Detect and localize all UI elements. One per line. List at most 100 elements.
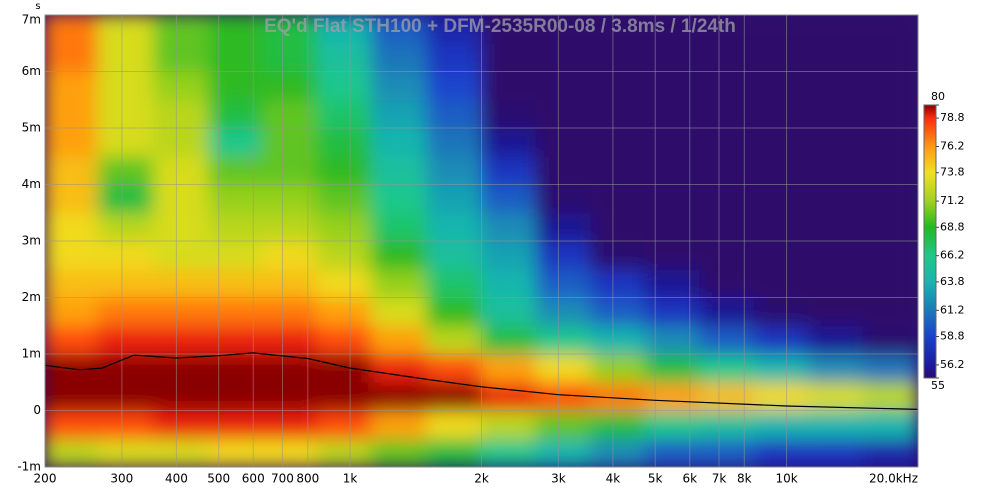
heat-cell bbox=[590, 212, 646, 242]
heat-cell bbox=[97, 212, 155, 242]
x-tick-label: 300 bbox=[110, 472, 133, 486]
heat-cell bbox=[153, 438, 210, 467]
y-tick-label: 0 bbox=[33, 403, 41, 417]
heat-cell bbox=[862, 410, 918, 440]
heat-cell bbox=[97, 127, 155, 157]
heat-cell bbox=[644, 127, 701, 157]
heat-cell bbox=[862, 184, 918, 214]
heat-cell bbox=[153, 127, 210, 157]
heat-cell bbox=[753, 325, 809, 355]
heat-cell bbox=[45, 325, 99, 355]
y-unit: s bbox=[35, 1, 40, 12]
heat-cell bbox=[644, 99, 701, 129]
y-tick-label: 3m bbox=[22, 234, 41, 248]
heat-cell bbox=[753, 297, 809, 327]
heat-cell bbox=[535, 240, 592, 270]
heat-cell bbox=[699, 42, 755, 72]
heat-cell bbox=[208, 410, 264, 440]
heat-cell bbox=[481, 155, 537, 185]
heat-cell bbox=[208, 438, 264, 467]
heat-cell bbox=[97, 15, 155, 44]
heat-cell bbox=[481, 15, 537, 44]
heatmap bbox=[45, 15, 918, 467]
heat-cell bbox=[262, 438, 318, 467]
heat-cell bbox=[97, 268, 155, 298]
heat-cell bbox=[153, 15, 210, 44]
heat-cell bbox=[862, 127, 918, 157]
heat-cell bbox=[807, 184, 864, 214]
heat-cell bbox=[807, 15, 864, 44]
heat-cell bbox=[208, 381, 264, 411]
x-tick-label: 600 bbox=[242, 472, 265, 486]
heat-cell bbox=[753, 127, 809, 157]
heat-cell bbox=[371, 240, 428, 270]
heat-cell bbox=[481, 268, 537, 298]
heat-cell bbox=[753, 353, 809, 383]
heat-cell bbox=[862, 240, 918, 270]
heat-cell bbox=[97, 184, 155, 214]
heat-cell bbox=[262, 297, 318, 327]
heat-cell bbox=[862, 42, 918, 72]
heat-cell bbox=[97, 381, 155, 411]
grid bbox=[44, 14, 919, 468]
heat-cell bbox=[316, 297, 373, 327]
colorbar-tick-label: 66.2 bbox=[940, 249, 965, 262]
heat-cell bbox=[862, 325, 918, 355]
heat-cell bbox=[699, 212, 755, 242]
heat-cell bbox=[481, 353, 537, 383]
heat-cell bbox=[316, 240, 373, 270]
heat-cell bbox=[426, 381, 482, 411]
heat-cell bbox=[153, 184, 210, 214]
heat-cell bbox=[699, 155, 755, 185]
heat-cell bbox=[862, 268, 918, 298]
x-tick-label: 10k bbox=[775, 472, 797, 486]
heat-cell bbox=[153, 240, 210, 270]
heat-cell bbox=[262, 268, 318, 298]
heat-cell bbox=[535, 71, 592, 101]
heat-cell bbox=[262, 184, 318, 214]
y-tick-label: 6m bbox=[22, 64, 41, 78]
heat-cell bbox=[644, 71, 701, 101]
heat-cell bbox=[590, 42, 646, 72]
heat-cell bbox=[535, 42, 592, 72]
heat-cell bbox=[426, 127, 482, 157]
heat-cell bbox=[426, 268, 482, 298]
heat-cell bbox=[208, 240, 264, 270]
colorbar-tick-label: 78.8 bbox=[940, 111, 965, 124]
heat-cell bbox=[753, 15, 809, 44]
x-tick-label: 400 bbox=[165, 472, 188, 486]
heat-cell bbox=[807, 240, 864, 270]
heat-cell bbox=[644, 410, 701, 440]
heat-cell bbox=[753, 155, 809, 185]
heat-cell bbox=[316, 438, 373, 467]
heat-cell bbox=[590, 15, 646, 44]
heat-cell bbox=[862, 212, 918, 242]
heat-cell bbox=[371, 184, 428, 214]
heat-cell bbox=[208, 15, 264, 44]
heat-cell bbox=[426, 15, 482, 44]
heat-cell bbox=[644, 325, 701, 355]
heat-cell bbox=[699, 99, 755, 129]
x-tick-label: 4k bbox=[606, 472, 621, 486]
heat-cell bbox=[45, 71, 99, 101]
heat-cell bbox=[699, 438, 755, 467]
colorbar-tick-label: 56.2 bbox=[940, 358, 965, 371]
heat-cell bbox=[753, 99, 809, 129]
heat-cell bbox=[371, 155, 428, 185]
heat-cell bbox=[699, 127, 755, 157]
heat-cell bbox=[426, 240, 482, 270]
heat-cell bbox=[590, 410, 646, 440]
x-tick-label: 5k bbox=[648, 472, 663, 486]
heat-cell bbox=[316, 268, 373, 298]
heat-cell bbox=[807, 99, 864, 129]
heat-cell bbox=[97, 438, 155, 467]
colorbar-tick-label: 58.8 bbox=[940, 330, 965, 343]
heat-cell bbox=[208, 268, 264, 298]
heat-cell bbox=[262, 99, 318, 129]
heat-cell bbox=[481, 438, 537, 467]
heat-cell bbox=[45, 353, 99, 383]
heat-cell bbox=[262, 325, 318, 355]
heat-cell bbox=[316, 381, 373, 411]
heat-cell bbox=[262, 353, 318, 383]
heat-cell bbox=[590, 438, 646, 467]
